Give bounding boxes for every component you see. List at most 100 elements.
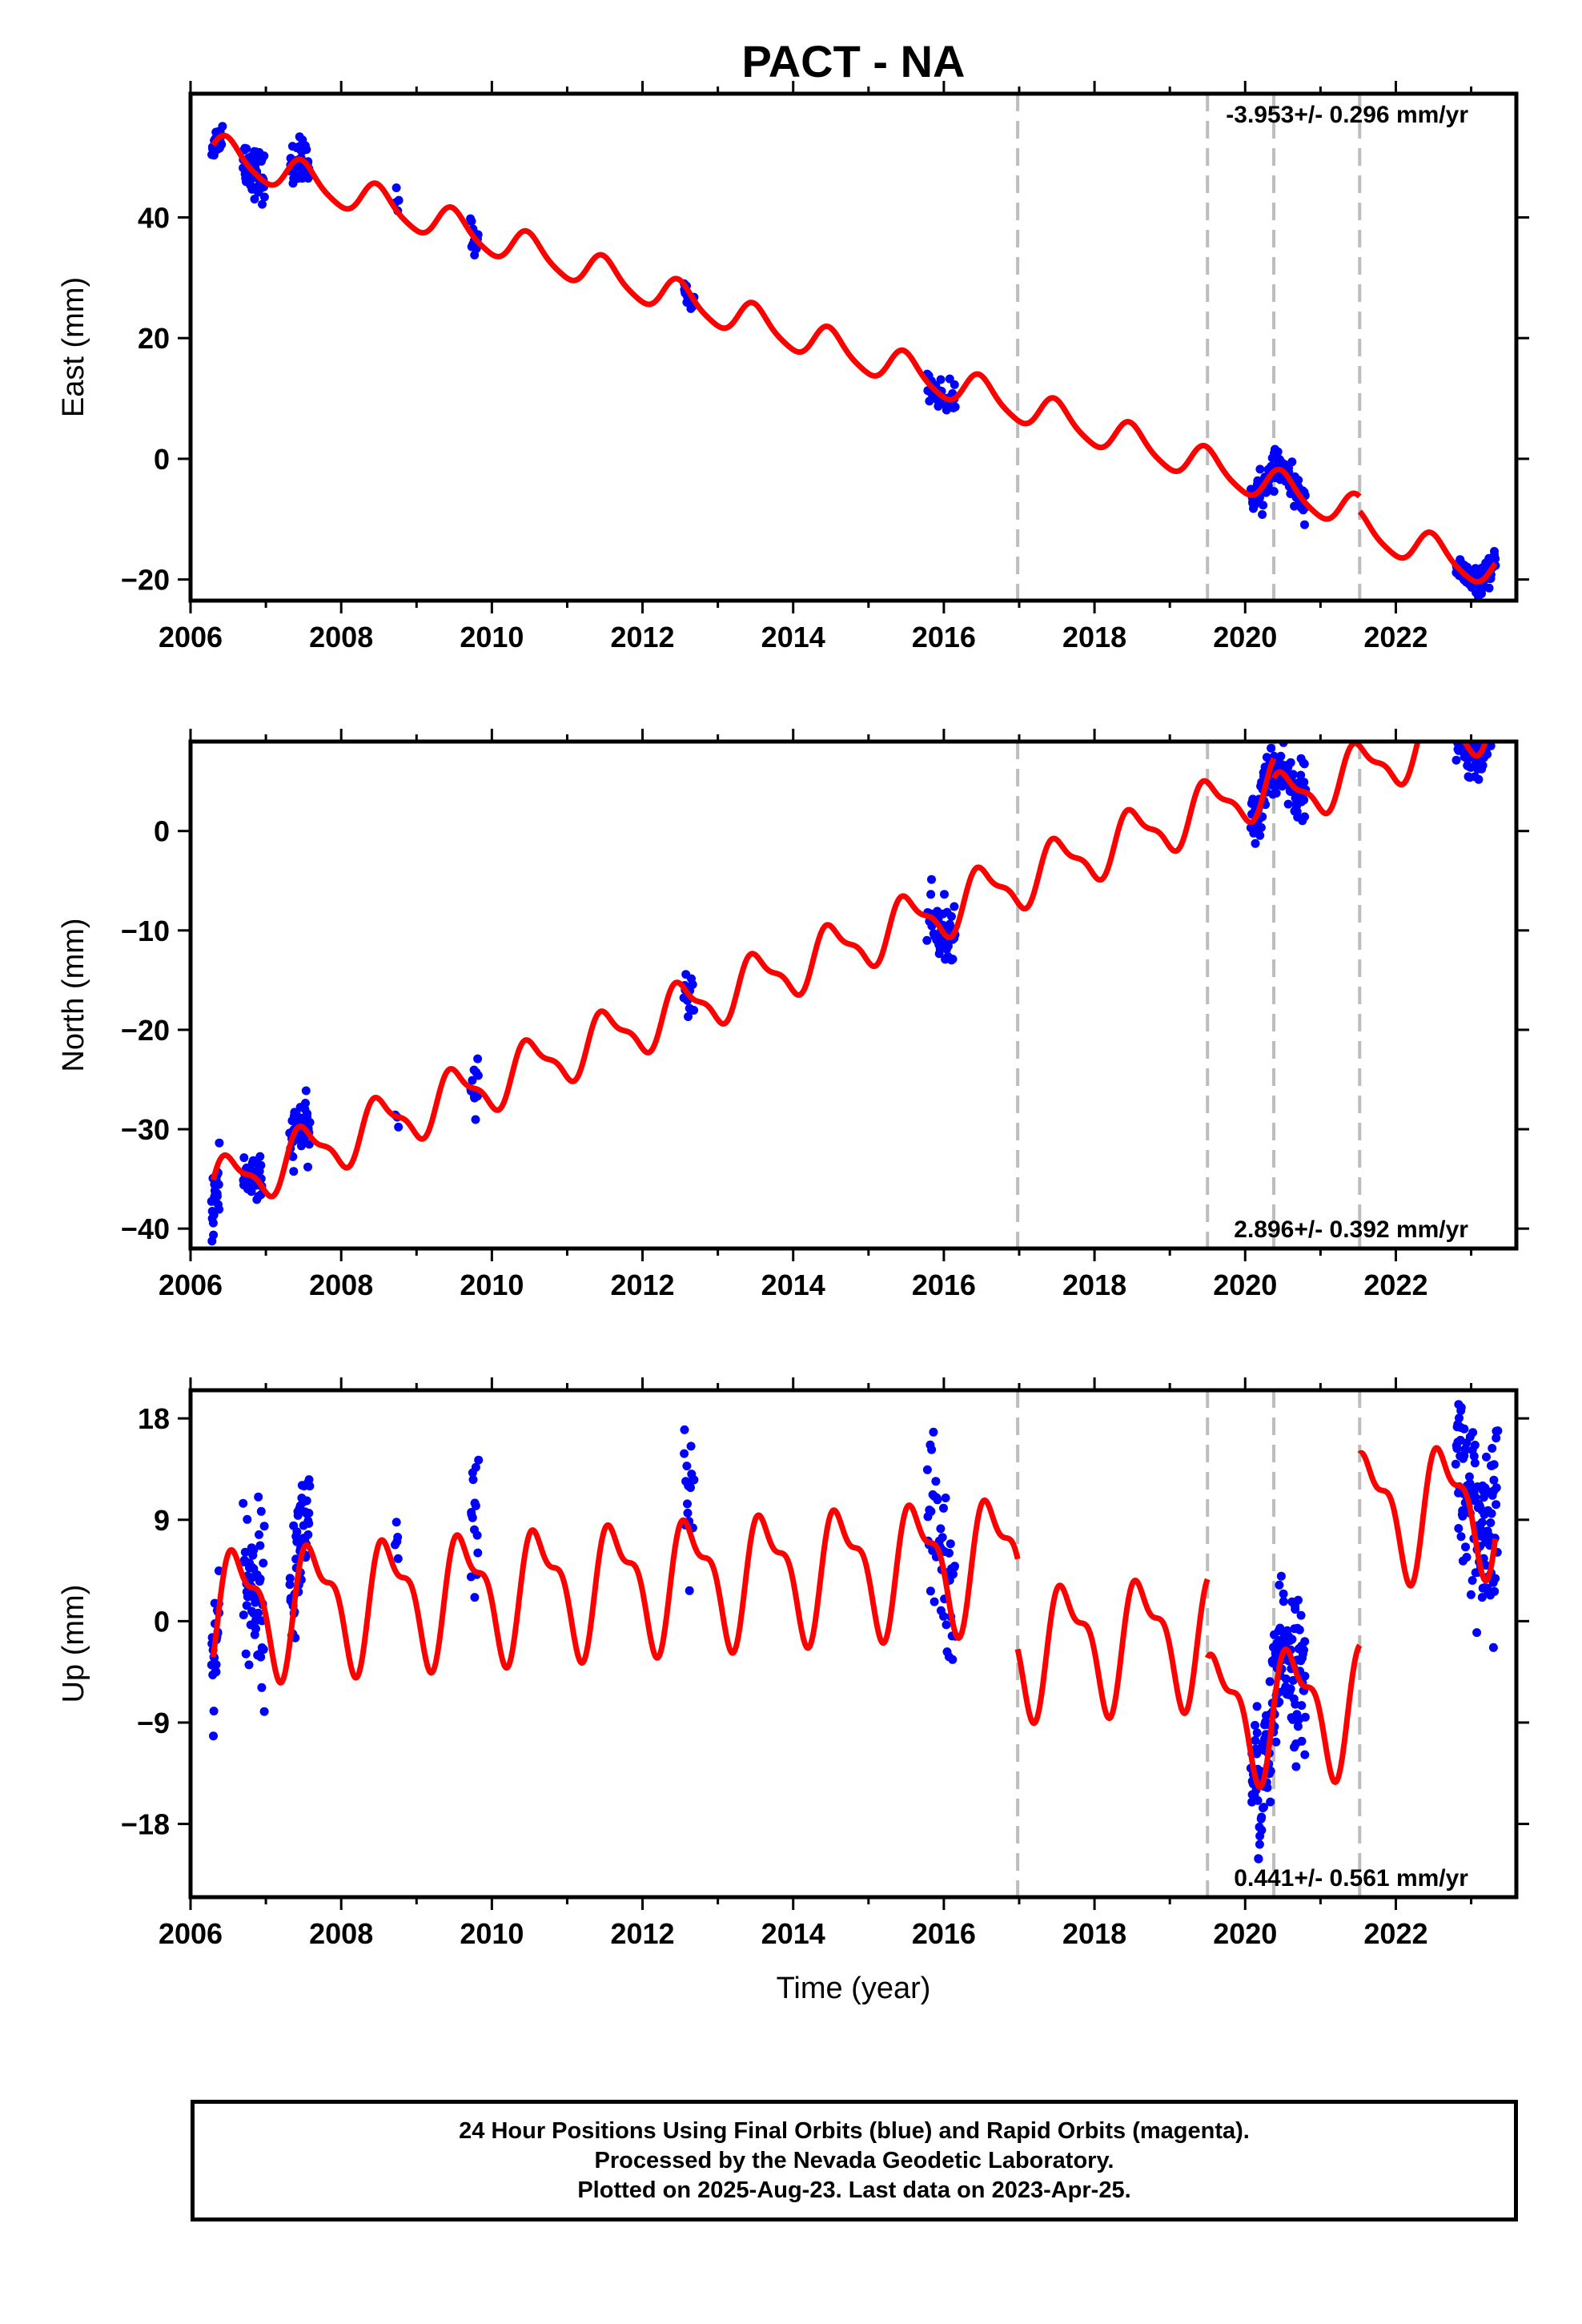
y-tick-label: −40 — [121, 1212, 170, 1245]
y-tick-label: 0 — [154, 443, 170, 476]
model-curve — [210, 1497, 1021, 1686]
observation-point — [242, 1601, 251, 1610]
observation-point — [689, 1475, 699, 1485]
observation-point — [946, 1539, 955, 1549]
observation-point — [1491, 718, 1500, 726]
observation-point — [1457, 728, 1466, 737]
observation-point — [1484, 729, 1492, 738]
observation-point — [391, 183, 401, 192]
observation-point — [1251, 838, 1260, 848]
observation-point — [1472, 1628, 1482, 1638]
x-tick-label: 2022 — [1363, 1269, 1427, 1301]
observation-point — [1491, 554, 1500, 564]
observation-point — [473, 1548, 483, 1558]
observation-point — [239, 1610, 248, 1620]
x-tick-label: 2006 — [159, 621, 223, 653]
observation-point — [1276, 751, 1286, 761]
observation-point — [209, 1731, 218, 1741]
observation-point — [1287, 1634, 1297, 1644]
observation-point — [1254, 1854, 1263, 1864]
x-tick-label: 2010 — [460, 1917, 524, 1950]
observation-point — [922, 1465, 932, 1474]
y-axis-label: East (mm) — [57, 277, 90, 417]
observation-point — [256, 1506, 266, 1516]
observation-point — [304, 1509, 314, 1518]
y-tick-label: −18 — [121, 1808, 170, 1841]
model-curve — [210, 756, 1277, 1200]
panel-up: 2006 2008 2010 2012 2014 2016 2018 2020 2022 −18 −… — [57, 1377, 1529, 2005]
observation-point — [1465, 722, 1474, 731]
observation-point — [1300, 1637, 1310, 1647]
observation-point — [684, 1012, 693, 1021]
chart-title: PACT - NA — [742, 36, 966, 86]
observation-point — [1252, 1702, 1262, 1711]
observation-point — [945, 374, 954, 384]
observation-point — [211, 1660, 221, 1670]
observation-point — [1255, 1839, 1264, 1849]
observation-point — [1456, 730, 1465, 739]
x-tick-label: 2008 — [309, 1917, 373, 1950]
observation-point — [239, 1498, 248, 1508]
observation-point — [1491, 705, 1500, 714]
observation-point — [305, 1118, 315, 1128]
observation-point — [1300, 812, 1310, 822]
x-tick-label: 2016 — [912, 621, 976, 653]
observation-point — [474, 1455, 484, 1465]
observation-point — [683, 1508, 693, 1518]
observation-point — [1461, 1445, 1471, 1454]
observation-point — [304, 1518, 314, 1528]
observation-point — [468, 1513, 477, 1522]
model-curve — [1204, 1642, 1363, 1791]
observation-point — [241, 1649, 251, 1659]
observation-point — [239, 1153, 249, 1163]
observation-point — [1454, 1524, 1464, 1533]
observation-point — [1461, 726, 1470, 735]
observation-point — [927, 875, 936, 884]
observation-point — [1300, 520, 1309, 529]
observation-point — [948, 1655, 958, 1664]
panel-frame — [188, 739, 1519, 1251]
x-tick-label: 2012 — [610, 621, 674, 653]
observation-point — [256, 1652, 266, 1662]
observation-point — [1487, 716, 1496, 725]
x-tick-label: 2006 — [159, 1917, 223, 1950]
observation-point — [1487, 1509, 1496, 1518]
observation-point — [1492, 1483, 1501, 1493]
observation-point — [945, 1548, 954, 1558]
observation-point — [943, 941, 953, 951]
model-curve — [1357, 509, 1498, 585]
observation-point — [1297, 1701, 1307, 1711]
rate-label: -3.953+/- 0.296 mm/yr — [1226, 102, 1468, 128]
panel-east: 2006 2008 2010 2012 2014 2016 2018 2020 2022 −20 0… — [57, 81, 1529, 653]
observation-point — [254, 1492, 263, 1502]
x-tick-label: 2014 — [761, 1269, 825, 1301]
y-axis-label: Up (mm) — [57, 1585, 90, 1703]
observation-point — [471, 1462, 480, 1472]
x-tick-label: 2008 — [309, 621, 373, 653]
y-tick-label: −20 — [121, 1014, 170, 1047]
observation-point — [1279, 1589, 1288, 1598]
observation-point — [1492, 1500, 1501, 1510]
observation-point — [1287, 457, 1297, 467]
observation-point — [1493, 1426, 1503, 1436]
plot-area-east — [207, 94, 1500, 601]
observation-point — [950, 902, 959, 911]
observation-point — [1269, 487, 1279, 497]
observation-point — [1488, 690, 1497, 698]
observation-point — [1488, 1444, 1497, 1453]
observation-point — [304, 1475, 314, 1485]
observation-point — [303, 1530, 313, 1539]
observation-point — [1477, 1518, 1487, 1527]
observation-point — [1485, 715, 1494, 724]
observation-point — [302, 1496, 311, 1506]
observation-point — [249, 1546, 259, 1554]
observation-point — [209, 1230, 219, 1240]
observation-point — [285, 1580, 295, 1590]
observation-point — [1488, 1642, 1498, 1652]
observation-point — [950, 380, 959, 389]
observation-point — [1479, 1493, 1488, 1502]
observation-point — [1477, 1593, 1487, 1602]
observation-point — [1454, 701, 1463, 710]
x-axis-label: Time (year) — [777, 1972, 931, 2005]
